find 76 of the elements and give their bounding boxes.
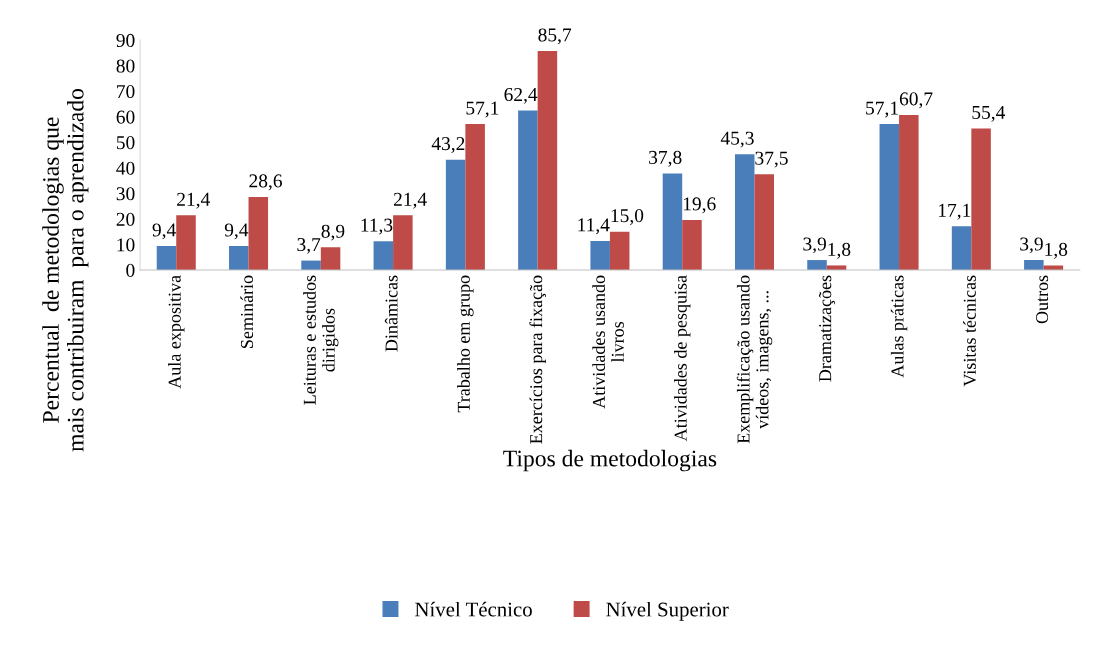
y-tick-label: 50 [116,136,135,150]
data-label: 15,0 [611,209,644,225]
data-label: 1,8 [1045,242,1068,259]
y-tick-label: 20 [116,212,135,226]
y-tick-label: 80 [116,59,135,73]
data-label: 21,4 [177,192,210,209]
bar [879,124,900,271]
y-tick-label: 90 [116,33,135,47]
y-axis-title: Percentual de metodologias que mais contribuiram para o aprendizado [42,89,89,452]
bar [373,241,394,271]
bar [971,128,991,271]
bar [609,231,630,271]
x-tick-label: Exemplificação usando vídeos, imagens, ... [736,275,773,444]
x-tick-label: Dinâmicas [384,275,398,352]
x-tick-label: Dramatizações [818,275,835,382]
data-label: 55,4 [972,105,1006,122]
bar [537,51,558,271]
bar [662,173,683,271]
data-label: 3,7 [297,238,321,254]
y-tick-label: 0 [126,263,135,277]
x-tick-label: Atividades usando livros [592,275,624,409]
data-label: 8,9 [321,224,345,241]
bar [176,215,196,271]
x-tick-label: Aulas práticas [890,275,908,378]
data-label: 85,7 [538,28,572,45]
bar [590,240,610,271]
data-label: 3,9 [1020,237,1043,254]
bar [393,215,413,271]
data-label: 1,8 [828,242,851,259]
data-label: 57,1 [866,101,898,118]
y-tick-label: 70 [117,84,135,99]
y-tick-label: 40 [116,161,135,175]
legend-label: Nível Técnico [415,601,532,617]
data-label: 62,4 [504,88,538,104]
bar [899,114,919,271]
bar [248,196,269,271]
x-tick-label: Leituras e estudos dirigidos [303,275,339,405]
data-label: 19,6 [683,197,716,214]
bar [754,174,775,271]
data-label: 9,4 [152,223,176,240]
bar [320,247,341,271]
x-tick-label: Trabalho em grupo [457,275,474,413]
data-label: 37,8 [649,150,682,167]
data-label: 3,9 [803,237,826,254]
bar [682,219,702,271]
bar [807,260,827,271]
data-label: 9,4 [224,223,249,240]
bar [734,154,755,271]
bar [229,246,249,271]
data-label: 11,3 [361,218,393,235]
data-label: 11,4 [578,218,610,235]
bar [156,246,177,271]
x-tick-label: Outros [1036,275,1049,324]
y-tick-label: 10 [117,238,135,252]
x-axis-title: Tipos de metodologias [503,449,717,472]
x-tick-label: Aula expositiva [168,275,185,389]
data-label: 28,6 [249,174,282,191]
data-label: 17,1 [939,203,971,220]
bar [445,159,466,271]
x-tick-label: Atividades de pesquisa [674,275,691,442]
bar [951,226,972,271]
legend-label: Nível Superior [606,601,729,621]
data-label: 45,3 [720,131,754,148]
data-label: 43,2 [431,137,465,153]
y-tick-label: 60 [116,110,135,124]
bar [465,124,485,271]
bar [518,110,538,271]
y-tick-label: 30 [116,187,135,201]
x-tick-label: Exercícios para fixação [529,275,546,444]
bar [1024,260,1044,271]
x-tick-label: Visitas técnicas [963,275,976,387]
data-label: 57,1 [466,101,499,118]
data-label: 21,4 [393,192,427,209]
x-tick-label: Seminário [240,275,254,348]
data-label: 60,7 [899,92,933,109]
data-label: 37,5 [755,151,788,168]
